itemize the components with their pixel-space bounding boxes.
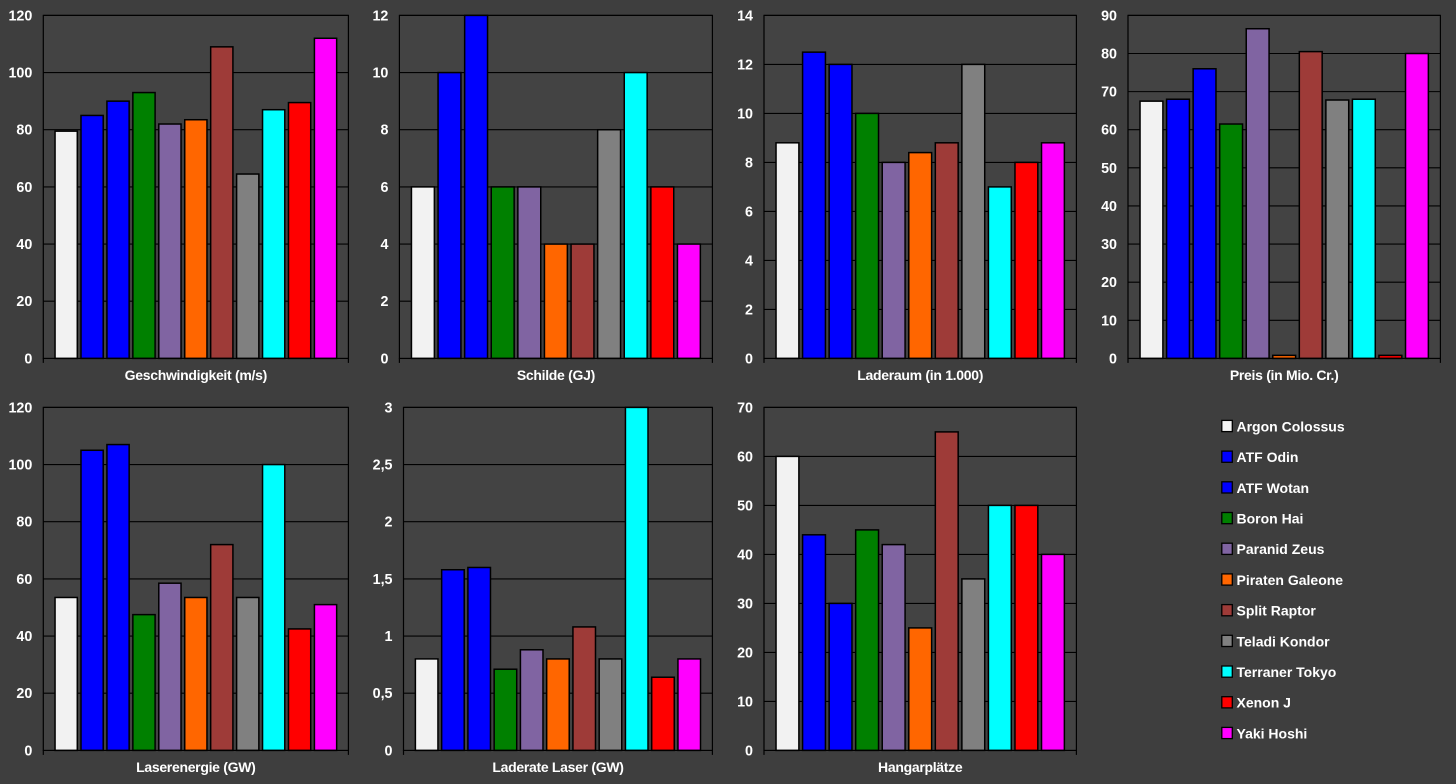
svg-text:120: 120 [8, 400, 32, 416]
svg-text:0: 0 [1109, 351, 1117, 367]
svg-text:Boron Hai: Boron Hai [1237, 511, 1304, 527]
svg-text:Yaki Hoshi: Yaki Hoshi [1237, 725, 1308, 741]
svg-text:70: 70 [737, 400, 753, 416]
svg-text:Schilde (GJ): Schilde (GJ) [517, 367, 595, 383]
svg-text:6: 6 [745, 204, 753, 220]
svg-text:0,5: 0,5 [373, 686, 393, 702]
svg-text:0: 0 [385, 743, 393, 759]
svg-text:6: 6 [380, 180, 388, 196]
svg-text:40: 40 [1101, 199, 1117, 215]
svg-text:Split Raptor: Split Raptor [1237, 603, 1317, 619]
svg-text:100: 100 [8, 458, 32, 474]
svg-text:2: 2 [380, 294, 388, 310]
svg-text:4: 4 [380, 237, 388, 253]
svg-text:50: 50 [737, 498, 753, 514]
svg-text:100: 100 [8, 66, 32, 82]
svg-text:10: 10 [737, 106, 753, 122]
svg-text:30: 30 [737, 596, 753, 612]
svg-text:Argon Colossus: Argon Colossus [1237, 418, 1345, 434]
svg-text:0: 0 [380, 351, 388, 367]
svg-text:Laderate Laser (GW): Laderate Laser (GW) [492, 759, 623, 775]
svg-text:20: 20 [16, 686, 32, 702]
svg-text:70: 70 [1101, 85, 1117, 101]
svg-text:Paranid Zeus: Paranid Zeus [1237, 541, 1325, 557]
svg-text:ATF Odin: ATF Odin [1237, 449, 1299, 465]
svg-text:40: 40 [737, 547, 753, 563]
svg-text:2,5: 2,5 [373, 458, 393, 474]
svg-text:Laserenergie (GW): Laserenergie (GW) [136, 759, 255, 775]
svg-text:80: 80 [1101, 47, 1117, 63]
svg-text:20: 20 [1101, 275, 1117, 291]
svg-text:10: 10 [1101, 313, 1117, 329]
svg-text:90: 90 [1101, 8, 1117, 24]
svg-text:20: 20 [16, 294, 32, 310]
svg-text:10: 10 [372, 66, 388, 82]
svg-text:2: 2 [385, 515, 393, 531]
svg-text:Xenon J: Xenon J [1237, 695, 1291, 711]
svg-text:14: 14 [737, 8, 753, 24]
svg-text:0: 0 [24, 743, 32, 759]
svg-text:0: 0 [745, 743, 753, 759]
svg-text:30: 30 [1101, 237, 1117, 253]
svg-text:2: 2 [745, 302, 753, 318]
svg-text:1: 1 [385, 629, 393, 645]
svg-text:60: 60 [1101, 123, 1117, 139]
svg-text:3: 3 [385, 400, 393, 416]
svg-text:Piraten Galeone: Piraten Galeone [1237, 572, 1344, 588]
svg-text:Geschwindigkeit (m/s): Geschwindigkeit (m/s) [125, 367, 267, 383]
svg-text:12: 12 [737, 57, 753, 73]
svg-text:1,5: 1,5 [373, 572, 393, 588]
svg-text:ATF Wotan: ATF Wotan [1237, 480, 1310, 496]
svg-text:Terraner Tokyo: Terraner Tokyo [1237, 664, 1337, 680]
svg-text:Hangarplätze: Hangarplätze [878, 759, 963, 775]
svg-text:0: 0 [24, 351, 32, 367]
svg-text:50: 50 [1101, 161, 1117, 177]
svg-text:40: 40 [16, 629, 32, 645]
svg-text:4: 4 [745, 253, 753, 269]
svg-text:60: 60 [737, 449, 753, 465]
svg-text:Teladi Kondor: Teladi Kondor [1237, 633, 1331, 649]
svg-text:8: 8 [745, 155, 753, 171]
svg-text:8: 8 [380, 123, 388, 139]
svg-text:10: 10 [737, 694, 753, 710]
svg-text:80: 80 [16, 123, 32, 139]
svg-text:40: 40 [16, 237, 32, 253]
svg-text:12: 12 [372, 8, 388, 24]
svg-text:80: 80 [16, 515, 32, 531]
svg-text:0: 0 [745, 351, 753, 367]
svg-text:60: 60 [16, 572, 32, 588]
svg-text:Preis (in Mio. Cr.): Preis (in Mio. Cr.) [1230, 367, 1339, 383]
svg-text:20: 20 [737, 645, 753, 661]
svg-text:Laderaum (in 1.000): Laderaum (in 1.000) [857, 367, 983, 383]
svg-text:60: 60 [16, 180, 32, 196]
svg-text:120: 120 [8, 8, 32, 24]
